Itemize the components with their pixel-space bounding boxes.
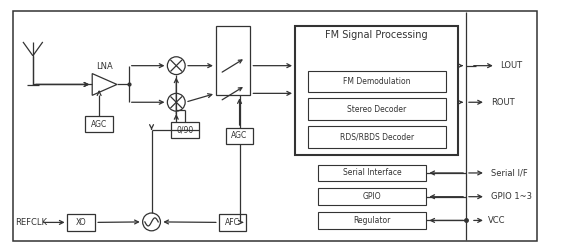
Text: AGC: AGC [91,120,108,128]
Bar [226,128,253,144]
Bar [318,164,427,181]
Text: GPIO 1~3: GPIO 1~3 [491,192,532,201]
Text: FM Demodulation: FM Demodulation [343,77,411,86]
Text: Regulator: Regulator [353,216,391,225]
Text: Stereo Decoder: Stereo Decoder [347,105,407,114]
Text: Serial Interface: Serial Interface [343,168,401,177]
Bar [308,98,446,120]
Text: FM Signal Processing: FM Signal Processing [325,30,428,40]
Text: GPIO: GPIO [363,192,381,201]
Text: AFC: AFC [225,218,240,227]
Text: ROUT: ROUT [491,98,514,107]
Bar [216,26,250,95]
Bar [318,188,427,205]
Bar [86,116,113,132]
Bar [68,214,95,231]
Text: RDS/RBDS Decoder: RDS/RBDS Decoder [340,132,414,141]
Bar [295,26,458,155]
Bar [219,214,246,231]
Text: LOUT: LOUT [501,61,523,70]
Text: REFCLK: REFCLK [15,218,47,227]
Text: LNA: LNA [96,62,113,71]
Text: 0/90: 0/90 [176,126,194,134]
Text: VCC: VCC [488,216,505,225]
Bar [308,126,446,148]
Text: Serial I/F: Serial I/F [491,168,528,177]
Bar [171,122,199,138]
Text: XO: XO [76,218,87,227]
Bar [308,70,446,92]
Text: AGC: AGC [231,132,248,140]
Bar [318,212,427,229]
